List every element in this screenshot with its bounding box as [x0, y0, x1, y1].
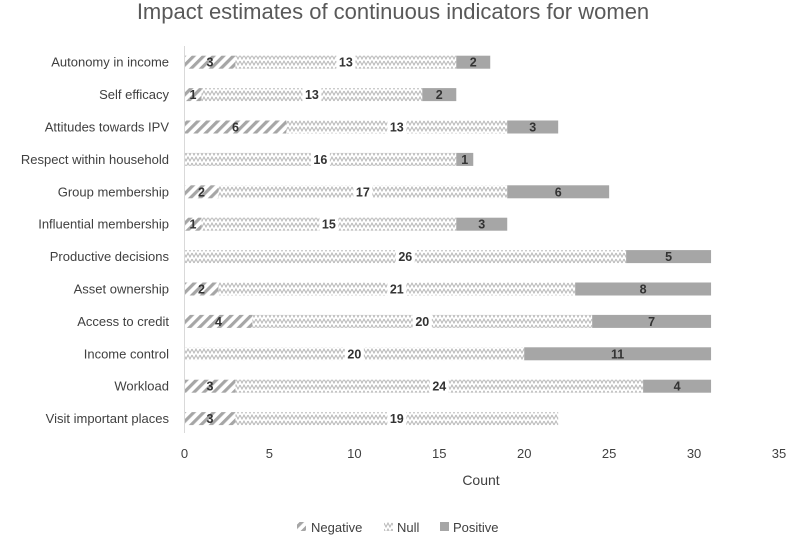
- bar-positive: [422, 88, 457, 102]
- data-label: 15: [322, 218, 336, 232]
- data-label-bg: [387, 282, 407, 296]
- data-label-bg: [310, 152, 330, 167]
- data-label: 4: [674, 380, 681, 394]
- data-label: 20: [347, 347, 361, 361]
- category-label: Respect within household: [21, 152, 169, 167]
- bar-negative: [184, 55, 236, 69]
- data-label: 3: [529, 121, 536, 135]
- data-label: 20: [415, 315, 429, 329]
- data-label: 1: [190, 218, 197, 232]
- legend-label-negative: Negative: [311, 520, 362, 535]
- data-label-bg: [387, 411, 407, 426]
- data-label: 2: [436, 88, 443, 102]
- bar-positive: [507, 120, 559, 134]
- x-tick-label: 15: [432, 446, 446, 461]
- bar-positive: [456, 55, 491, 69]
- data-label-bg: [302, 87, 322, 102]
- x-tick-label: 35: [772, 446, 786, 461]
- data-label: 13: [390, 121, 404, 135]
- data-label: 26: [398, 250, 412, 264]
- data-label: 19: [390, 412, 404, 426]
- bar-negative: [184, 282, 219, 296]
- bar-positive: [626, 250, 712, 264]
- x-tick-label: 0: [181, 446, 188, 461]
- x-tick-label: 20: [517, 446, 531, 461]
- category-label: Group membership: [58, 184, 169, 199]
- category-label: Attitudes towards IPV: [45, 120, 170, 135]
- data-label: 21: [390, 283, 404, 297]
- data-label: 1: [461, 153, 468, 167]
- data-label: 11: [611, 347, 624, 361]
- data-label: 4: [215, 315, 222, 329]
- bar-positive: [507, 185, 610, 199]
- category-label: Asset ownership: [74, 282, 169, 297]
- legend-swatch-positive: [440, 522, 449, 531]
- chart-title: Impact estimates of continuous indicator…: [137, 0, 649, 24]
- category-label: Income control: [84, 346, 169, 361]
- data-label-bg: [395, 249, 415, 264]
- x-tick-label: 30: [687, 446, 701, 461]
- data-label: 1: [190, 88, 197, 102]
- bar-positive: [456, 217, 508, 231]
- category-label: Visit important places: [46, 411, 170, 426]
- data-label: 17: [356, 185, 370, 199]
- legend-swatch-negative: [297, 522, 306, 531]
- data-label: 2: [198, 283, 205, 297]
- bar-positive: [524, 347, 712, 361]
- data-label-bg: [319, 217, 339, 232]
- bar-negative: [184, 185, 219, 199]
- x-tick-label: 10: [347, 446, 361, 461]
- data-label: 3: [207, 412, 214, 426]
- data-label: 13: [305, 88, 319, 102]
- category-label: Influential membership: [38, 217, 169, 232]
- data-label: 2: [470, 56, 477, 70]
- bar-positive: [592, 314, 712, 328]
- data-label-bg: [429, 379, 449, 394]
- legend-label-positive: Positive: [453, 520, 499, 535]
- bar-negative: [184, 217, 202, 231]
- data-label: 24: [432, 380, 446, 394]
- legend-swatch-null: [384, 522, 393, 531]
- legend-label-null: Null: [397, 520, 420, 535]
- data-label: 3: [207, 380, 214, 394]
- bar-negative: [184, 88, 202, 102]
- data-label-bg: [336, 55, 356, 70]
- legend: Negative Null Positive: [297, 520, 499, 535]
- data-label: 3: [478, 218, 485, 232]
- bar-positive: [643, 379, 712, 393]
- data-label: 6: [232, 121, 239, 135]
- data-label: 6: [555, 185, 562, 199]
- data-label: 5: [665, 250, 672, 264]
- x-axis-title: Count: [462, 472, 499, 488]
- data-label: 13: [339, 56, 353, 70]
- category-label: Access to credit: [77, 314, 169, 329]
- data-label: 16: [313, 153, 327, 167]
- x-tick-label: 5: [266, 446, 273, 461]
- bar-negative: [184, 412, 236, 426]
- bar-negative: [184, 314, 253, 328]
- category-label: Autonomy in income: [51, 55, 169, 70]
- category-label: Self efficacy: [99, 87, 169, 102]
- data-label: 7: [648, 315, 655, 329]
- data-label-bg: [344, 346, 364, 361]
- data-label: 3: [207, 56, 214, 70]
- bar-negative: [184, 120, 287, 134]
- bar-positive: [456, 152, 474, 166]
- data-label-bg: [412, 314, 432, 329]
- bar-positive: [575, 282, 712, 296]
- data-label: 2: [198, 185, 205, 199]
- x-tick-label: 25: [602, 446, 616, 461]
- data-label-bg: [353, 184, 373, 199]
- data-label-bg: [387, 120, 407, 134]
- bar-negative: [184, 379, 236, 393]
- category-label: Workload: [114, 379, 169, 394]
- data-label: 8: [640, 283, 647, 297]
- category-label: Productive decisions: [50, 249, 170, 264]
